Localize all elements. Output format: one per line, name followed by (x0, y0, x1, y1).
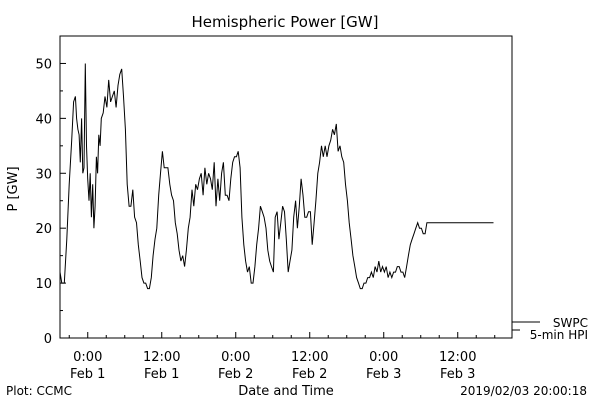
x-tick-date-label: Feb 2 (292, 367, 327, 382)
y-tick-label: 20 (35, 222, 52, 237)
x-tick-date-label: Feb 3 (366, 367, 401, 382)
legend-label-5min-hpi: 5-min HPI (530, 328, 588, 342)
legend-label-swpc: SWPC (553, 316, 588, 330)
footer-timestamp: 2019/02/03 20:00:18 (460, 384, 587, 398)
y-axis-label: P [GW] (6, 166, 21, 211)
footer-credit: Plot: CCMC (6, 384, 72, 398)
y-tick-label: 10 (35, 277, 52, 292)
y-tick-label: 40 (35, 112, 52, 127)
plot-frame (59, 35, 513, 339)
x-tick-time-label: 12:00 (143, 350, 180, 365)
x-axis-label: Date and Time (238, 384, 334, 399)
series-line-5min-hpi (59, 63, 494, 290)
x-tick-time-label: 12:00 (439, 350, 476, 365)
y-axis-ticks: 0 10 20 30 40 50 (35, 57, 66, 347)
x-tick-date-label: Feb 3 (440, 367, 475, 382)
y-tick-label: 50 (35, 57, 52, 72)
x-tick-time-label: 0:00 (369, 350, 398, 365)
x-tick-time-label: 12:00 (291, 350, 328, 365)
x-tick-date-label: Feb 1 (70, 367, 105, 382)
x-tick-time-label: 0:00 (221, 350, 250, 365)
chart-title: Hemispheric Power [GW] (192, 13, 379, 31)
x-tick-time-label: 0:00 (73, 350, 102, 365)
y-tick-label: 30 (35, 167, 52, 182)
legend: SWPC 5-min HPI (512, 316, 588, 342)
x-tick-date-label: Feb 2 (218, 367, 253, 382)
x-axis-ticks: 0:00 Feb 1 12:00 Feb 1 0:00 Feb 2 12:00 Feb 2 0:… (68, 332, 496, 382)
y-tick-label: 0 (44, 332, 52, 347)
x-tick-date-label: Feb 1 (144, 367, 179, 382)
